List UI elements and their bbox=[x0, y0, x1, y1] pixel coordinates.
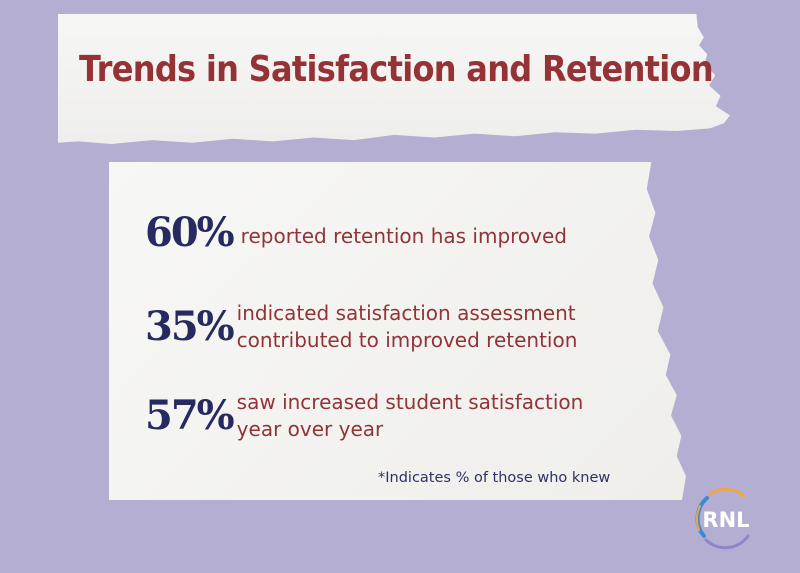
stats-paper-card bbox=[109, 162, 686, 500]
stat-description: reported retention has improved bbox=[241, 223, 567, 250]
stat-assessment-contributed: 35% indicated satisfaction assessment co… bbox=[145, 300, 577, 354]
stat-value: 57% bbox=[145, 392, 235, 439]
title-paper-strip bbox=[58, 14, 730, 144]
stat-description-line: indicated satisfaction assessment bbox=[236, 301, 576, 325]
stat-description-line: reported retention has improved bbox=[240, 223, 567, 248]
stat-description-line: contributed to improved retention bbox=[236, 328, 578, 352]
page-title: Trends in Satisfaction and Retention bbox=[79, 49, 714, 90]
stat-description: indicated satisfaction assessment contri… bbox=[237, 300, 578, 354]
rnl-logo-icon: RNL bbox=[695, 487, 750, 550]
stat-description: saw increased student satisfaction year … bbox=[237, 389, 584, 443]
stat-value: 35% bbox=[145, 303, 235, 350]
stat-description-line: year over year bbox=[236, 417, 384, 441]
stat-description-line: saw increased student satisfaction bbox=[236, 390, 584, 414]
logo-text: RNL bbox=[702, 508, 749, 532]
stat-satisfaction-increased: 57% saw increased student satisfaction y… bbox=[145, 389, 583, 443]
stat-retention-improved: 60% reported retention has improved bbox=[145, 213, 567, 253]
footnote: *Indicates % of those who knew bbox=[378, 470, 611, 486]
stat-value: 60% bbox=[145, 209, 235, 256]
